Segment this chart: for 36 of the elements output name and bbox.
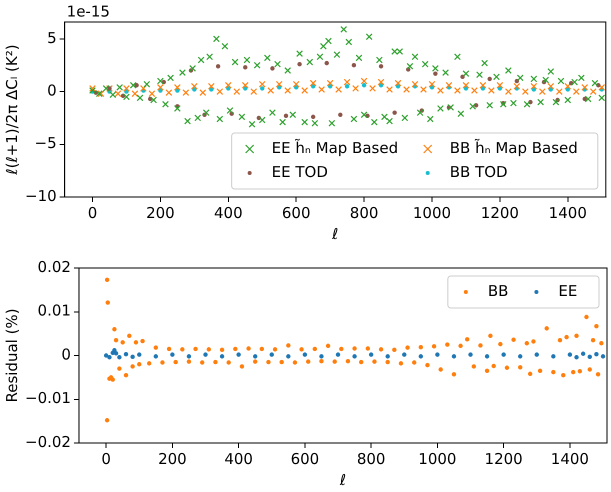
x-axis-title: ℓ — [338, 470, 346, 489]
y-tick-label: −0.02 — [25, 432, 71, 451]
x-tick-label: 0 — [101, 450, 111, 468]
legend-label: EE TOD — [272, 162, 328, 181]
x-tick-label: 200 — [146, 204, 175, 222]
y-tick-label: 0 — [47, 81, 57, 100]
y-tick-label: 5 — [47, 28, 57, 47]
x-tick-label: 600 — [282, 204, 311, 222]
text: 1e-15 — [66, 2, 110, 20]
y-tick-label: −5 — [34, 134, 57, 152]
x-tick-label: 0 — [88, 204, 98, 222]
y-tick-label: −10 — [25, 186, 57, 205]
x-tick-label: 1000 — [412, 204, 452, 222]
y-axis-title: ℓ(ℓ+1)/2π ΔCₗ (K²) — [2, 44, 21, 176]
legend-label: BB h̃ₙ Map Based — [450, 138, 578, 157]
y-tick-label: 0 — [61, 345, 71, 364]
x-tick-label: 600 — [290, 450, 320, 468]
legend-label: EE h̃ₙ Map Based — [272, 138, 398, 157]
x-tick-label: 1200 — [480, 204, 519, 222]
y-tick-label: 0.01 — [38, 302, 71, 320]
y-tick-label: −0.01 — [25, 389, 71, 408]
x-tick-label: 1200 — [484, 450, 523, 468]
x-axis-title: ℓ — [331, 224, 338, 243]
x-tick-label: 800 — [350, 204, 378, 222]
x-tick-label: 200 — [158, 450, 187, 468]
x-tick-label: 400 — [214, 204, 243, 222]
legend-label: BB TOD — [450, 162, 508, 181]
x-tick-label: 400 — [224, 450, 253, 468]
x-tick-label: 1000 — [418, 450, 456, 468]
x-tick-label: 1400 — [548, 204, 587, 222]
y-tick-label: 0.02 — [38, 258, 71, 276]
x-tick-label: 800 — [356, 450, 386, 468]
legend-label: BB — [488, 282, 508, 300]
x-tick-label: 1400 — [550, 450, 589, 468]
y-axis-title: Residual (%) — [2, 308, 21, 403]
legend-label: EE — [558, 282, 578, 300]
